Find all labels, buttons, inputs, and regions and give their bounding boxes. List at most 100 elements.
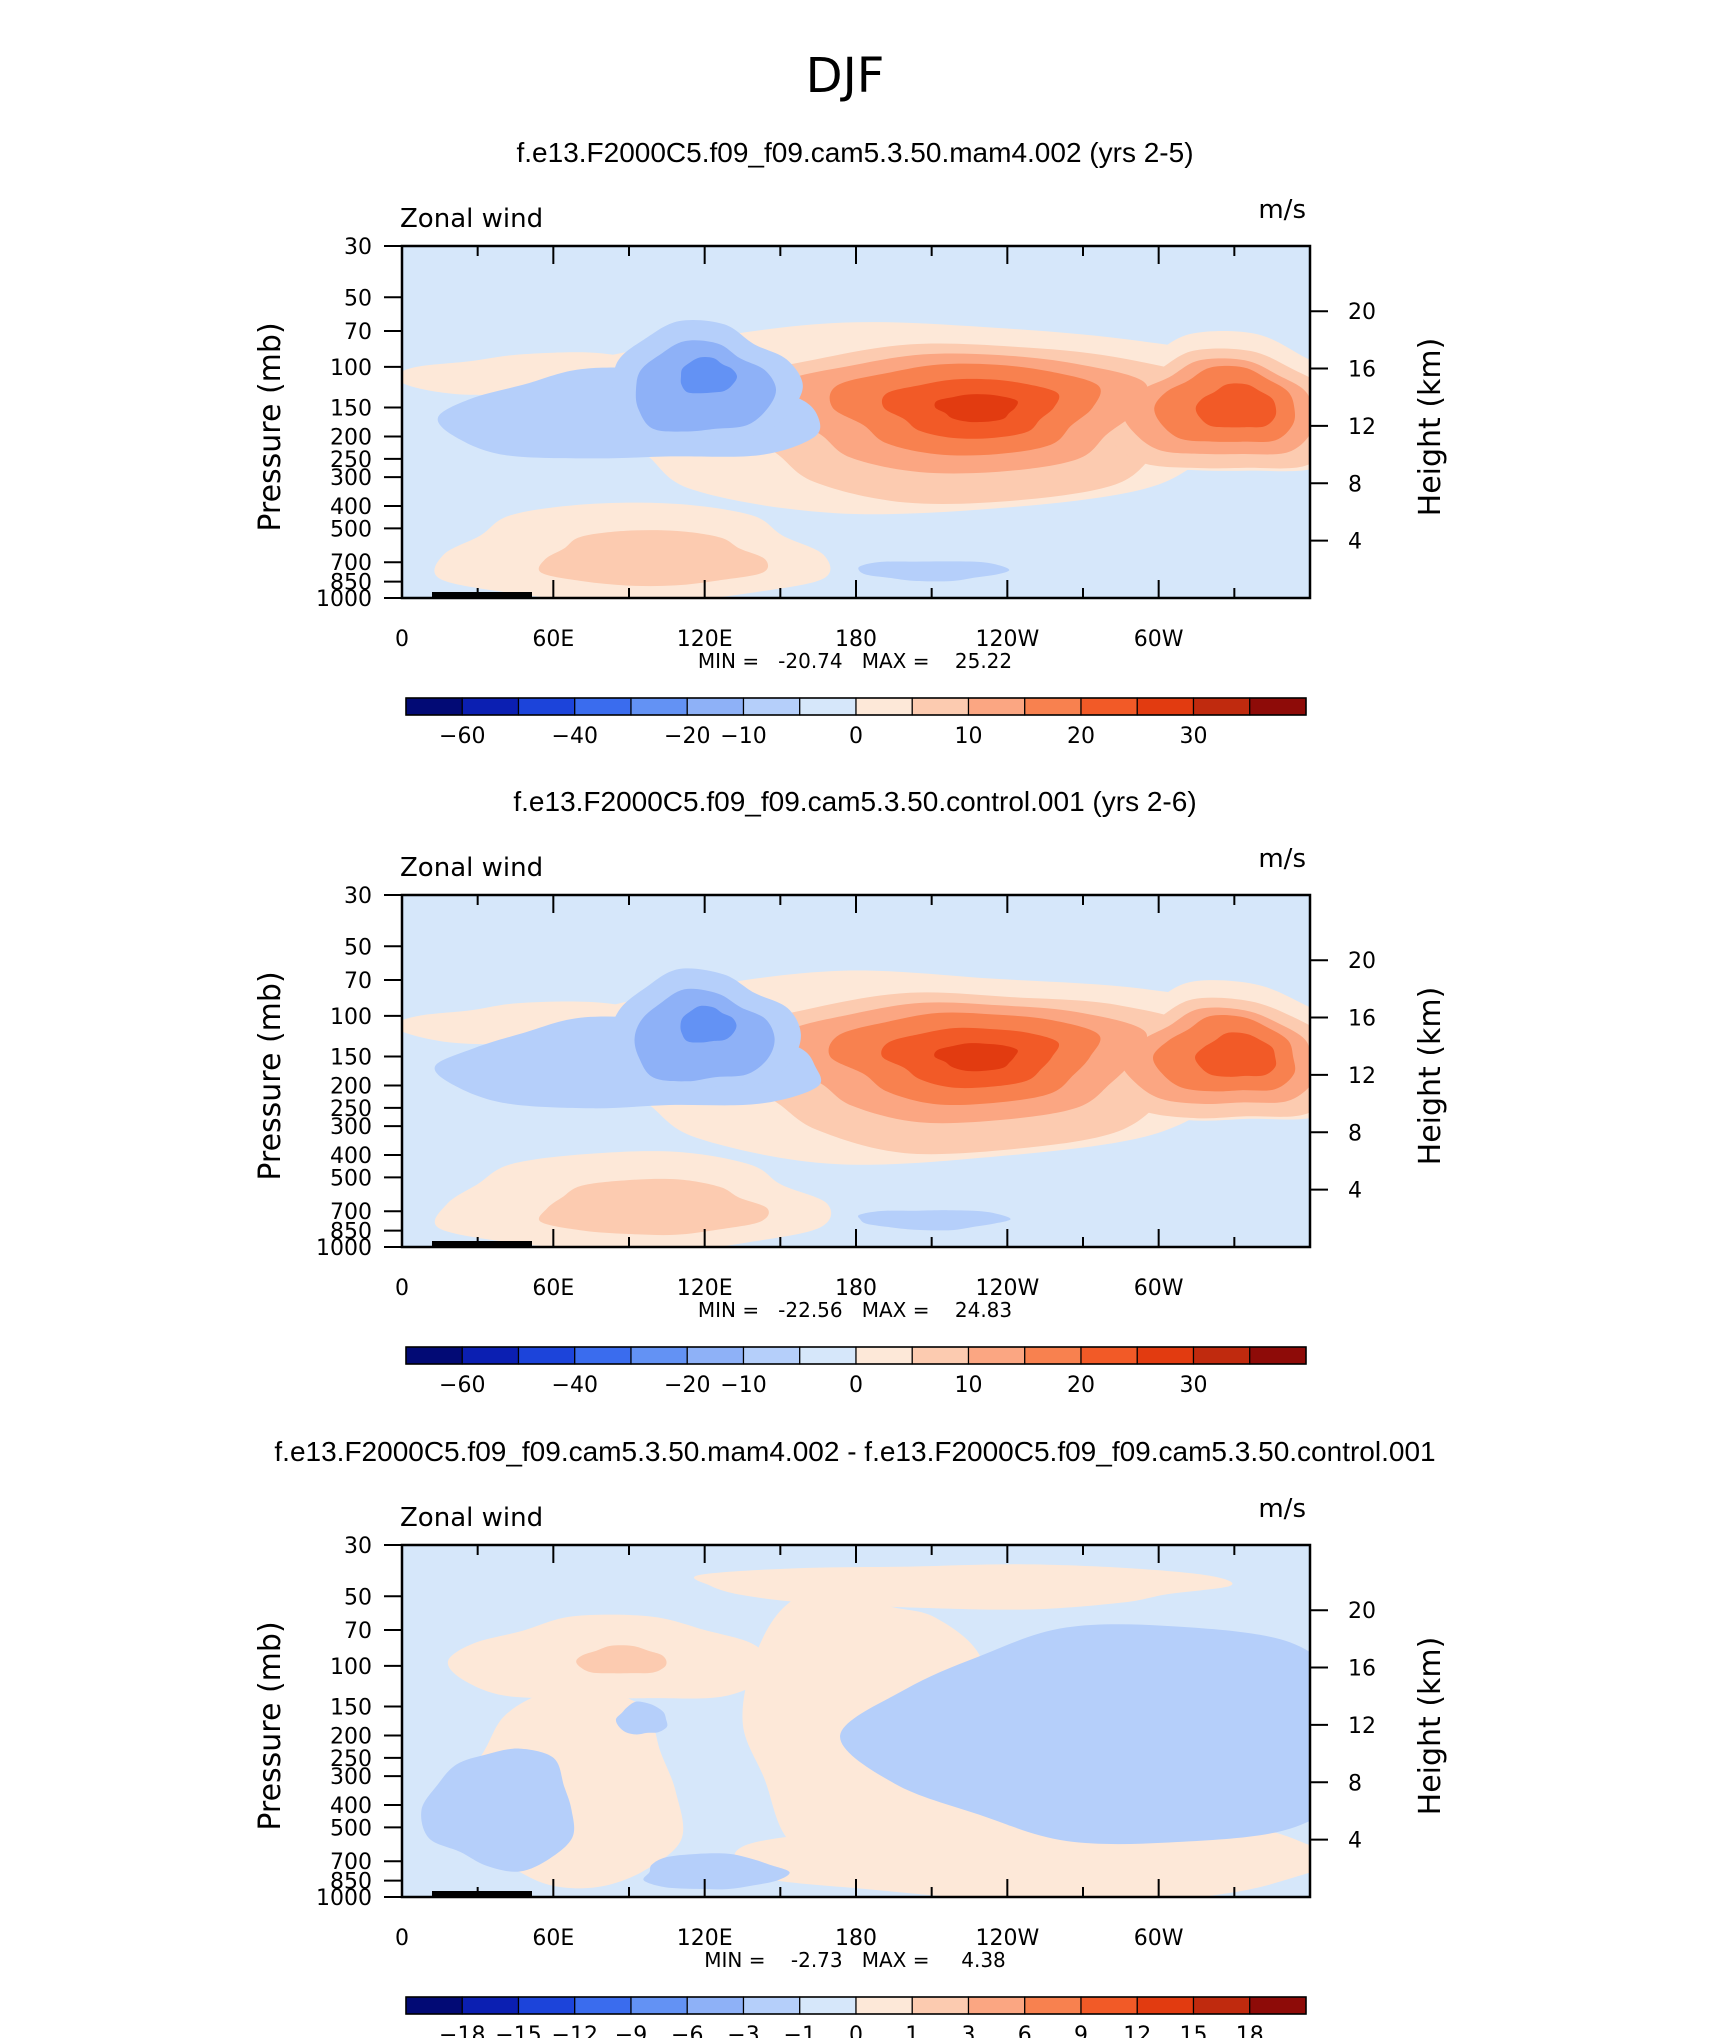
colorbar-box [855, 697, 913, 716]
colorbar-box [1136, 1346, 1195, 1365]
y-right-tick-label: 16 [1348, 358, 1376, 383]
y-tick-label: 70 [344, 1619, 372, 1644]
colorbar-label: 20 [1067, 724, 1095, 749]
y-tick-label: 100 [330, 1655, 372, 1680]
y-tick-label: 700 [330, 1850, 372, 1875]
colorbar-box [1136, 697, 1195, 716]
x-tick-label: 60E [532, 1926, 574, 1951]
region-neg-3 [680, 356, 738, 394]
colorbar-box [967, 1996, 1026, 2015]
y-right-tick-label: 4 [1348, 530, 1362, 555]
x-tick-label: 60W [1134, 1926, 1184, 1951]
x-tick-label: 180 [835, 1926, 877, 1951]
colorbar-label: −60 [439, 724, 485, 749]
colorbar-label: 0 [849, 724, 863, 749]
y-right-tick-label: 12 [1348, 1064, 1376, 1089]
panel-title: f.e13.F2000C5.f09_f09.cam5.3.50.mam4.002… [516, 137, 1193, 168]
y-right-tick-label: 8 [1348, 1121, 1362, 1146]
variable-label: Zonal wind [400, 204, 543, 234]
units-label: m/s [1258, 844, 1306, 874]
colorbar: −60 −40 −20 −10 0 10 20 30 [405, 1346, 1307, 1398]
y-tick-label: 400 [330, 1794, 372, 1819]
y-tick-label: 150 [330, 397, 372, 422]
colorbar-box [405, 1996, 463, 2015]
colorbar-box [742, 1996, 801, 2015]
colorbar-box [1080, 1346, 1138, 1365]
x-tick-label: 60W [1134, 627, 1184, 652]
y-tick-label: 500 [330, 517, 372, 542]
colorbar-box [911, 1996, 970, 2015]
y-axis-label: Pressure (mb) [253, 1621, 288, 1830]
figure-title: DJF [806, 48, 885, 104]
colorbar-label: −1 [784, 2023, 816, 2038]
colorbar-box [855, 1996, 913, 2015]
y-tick-label: 850 [330, 571, 372, 596]
min-max-stats: MIN = -2.73 MAX = 4.38 [704, 1948, 1006, 1972]
region-pos-5 [1195, 1032, 1277, 1077]
y-tick-label: 700 [330, 551, 372, 576]
y-right-tick-label: 12 [1348, 415, 1376, 440]
colorbar-box [517, 697, 576, 716]
x-tick-label: 120W [975, 627, 1039, 652]
colorbar-box [1192, 1346, 1251, 1365]
y-tick-label: 250 [330, 1097, 372, 1122]
y-axis-right-label: Height (km) [1413, 1637, 1448, 1816]
colorbar-label: 0 [849, 2023, 863, 2038]
colorbar-label: −6 [671, 2023, 703, 2038]
min-max-stats: MIN = -20.74 MAX = 25.22 [698, 649, 1012, 673]
colorbar-box [517, 1996, 576, 2015]
colorbar-box [911, 1346, 970, 1365]
x-tick-label: 120E [677, 1926, 733, 1951]
y-tick-label: 500 [330, 1816, 372, 1841]
y-right-tick-label: 20 [1348, 949, 1376, 974]
x-tick-label: 180 [835, 1276, 877, 1301]
y-right-tick-label: 12 [1348, 1714, 1376, 1739]
y-right-tick-label: 20 [1348, 300, 1376, 325]
colorbar-label: −40 [552, 1373, 598, 1398]
colorbar-box [461, 1996, 520, 2015]
x-tick-label: 120W [975, 1926, 1039, 1951]
colorbar-box [1024, 1346, 1082, 1365]
y-right-tick-label: 16 [1348, 1007, 1376, 1032]
y-tick-label: 100 [330, 1005, 372, 1030]
panel-2: f.e13.F2000C5.f09_f09.cam5.3.50.control.… [253, 786, 1448, 1398]
y-tick-label: 250 [330, 448, 372, 473]
colorbar-box [574, 1346, 632, 1365]
region-neg-1 [615, 1701, 668, 1735]
x-tick-label: 180 [835, 627, 877, 652]
region-pos-2 [538, 1178, 769, 1236]
y-tick-label: 50 [344, 935, 372, 960]
colorbar-box [630, 1346, 688, 1365]
topography [432, 1891, 532, 1897]
region-neg-1 [421, 1748, 575, 1872]
y-right-tick-label: 8 [1348, 1771, 1362, 1796]
y-tick-label: 700 [330, 1200, 372, 1225]
colorbar-box [1024, 1996, 1082, 2015]
colorbar-box [1249, 697, 1307, 716]
units-label: m/s [1258, 1494, 1306, 1524]
y-tick-label: 150 [330, 1696, 372, 1721]
colorbar-box [1080, 697, 1138, 716]
colorbar-label: −9 [615, 2023, 647, 2038]
topography [432, 1241, 532, 1247]
colorbar-label: 10 [955, 1373, 983, 1398]
units-label: m/s [1258, 195, 1306, 225]
topography [432, 592, 532, 598]
y-tick-label: 30 [344, 884, 372, 909]
colorbar: −60 −40 −20 −10 0 10 20 30 [405, 697, 1307, 749]
x-tick-label: 0 [395, 1276, 409, 1301]
colorbar-label: 30 [1180, 1373, 1208, 1398]
colorbar-box [1024, 697, 1082, 716]
panel-title: f.e13.F2000C5.f09_f09.cam5.3.50.control.… [513, 786, 1196, 817]
colorbar-box [630, 1996, 688, 2015]
colorbar-box [686, 697, 745, 716]
x-tick-label: 0 [395, 627, 409, 652]
colorbar-label: −10 [720, 724, 766, 749]
colorbar-box [1192, 1996, 1251, 2015]
y-tick-label: 200 [330, 425, 372, 450]
colorbar-box [686, 1996, 745, 2015]
region-neg-3 [680, 1005, 737, 1043]
x-tick-label: 120E [677, 1276, 733, 1301]
region-neg-1 [858, 561, 1010, 582]
region-pos-1 [693, 1564, 1233, 1610]
